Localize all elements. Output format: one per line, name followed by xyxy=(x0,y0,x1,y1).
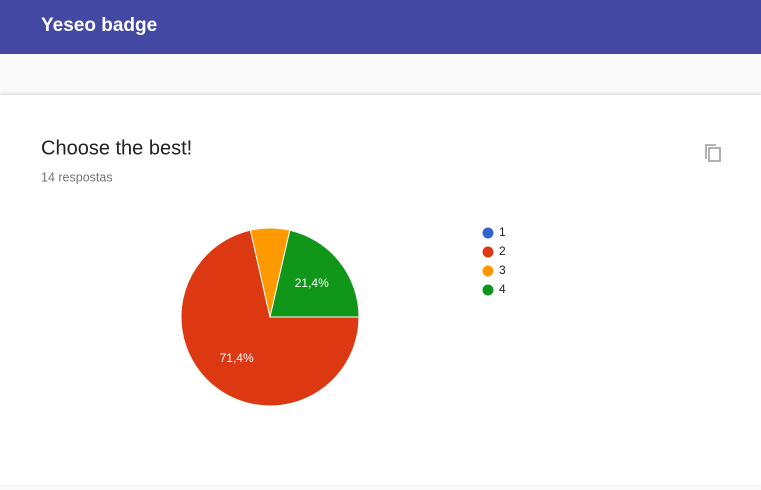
copy-button[interactable] xyxy=(705,144,721,162)
pie-slice xyxy=(180,229,360,407)
summary-card: Choose the best! 14 respostas 71,4% 21,4%… xyxy=(0,95,761,485)
legend-swatch xyxy=(482,227,494,239)
slice-label: 21,4% xyxy=(295,276,329,290)
question-title: Choose the best! xyxy=(41,137,192,159)
chart: Choose the best! 14 respostas 71,4% 21,4%… xyxy=(41,137,721,407)
slice-label: 71,4% xyxy=(220,351,254,365)
legend-label: 4 xyxy=(499,282,506,296)
app-header: Yeseo badge xyxy=(0,0,761,54)
legend-swatch xyxy=(482,284,494,296)
copy-icon-front xyxy=(708,147,721,162)
legend-label: 2 xyxy=(499,244,506,258)
form-title: Yeseo badge xyxy=(41,15,158,36)
legend-swatch xyxy=(482,246,494,258)
legend-label: 3 xyxy=(499,263,506,277)
legend-swatch xyxy=(482,265,494,277)
pie-slice xyxy=(269,229,360,318)
response-count: 14 respostas xyxy=(41,170,113,184)
legend-label: 1 xyxy=(499,225,506,239)
copy-icon-back xyxy=(705,144,716,159)
